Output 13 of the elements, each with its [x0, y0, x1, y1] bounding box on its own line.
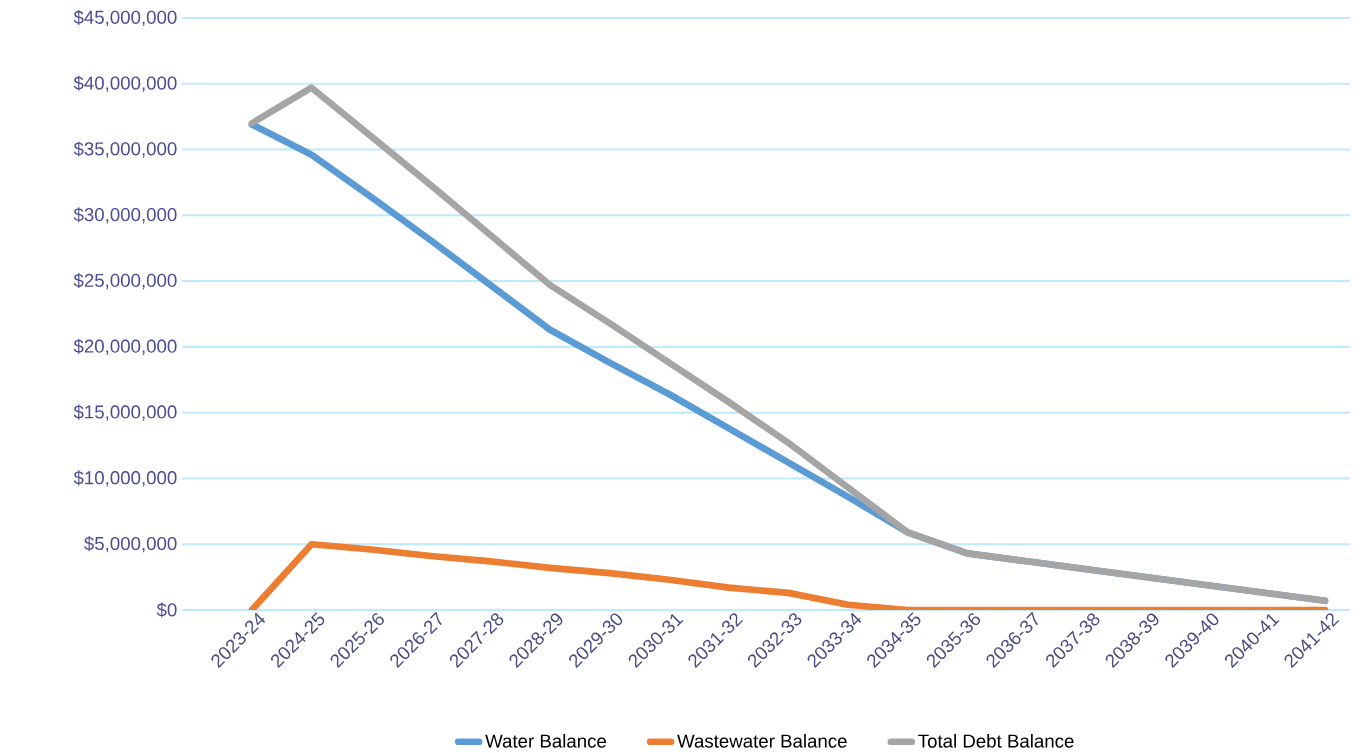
y-tick-label: $25,000,000: [73, 273, 177, 290]
y-tick-label: $5,000,000: [84, 536, 177, 553]
y-tick-label: $15,000,000: [73, 404, 177, 421]
legend-label: Total Debt Balance: [918, 733, 1074, 748]
y-tick-label: $0: [156, 602, 177, 618]
legend-label: Wastewater Balance: [677, 733, 847, 748]
legend-label: Water Balance: [485, 733, 606, 748]
y-tick-label: $10,000,000: [73, 470, 177, 487]
y-tick-label: $20,000,000: [73, 338, 177, 355]
y-tick-label: $35,000,000: [73, 141, 177, 158]
y-tick-label: $40,000,000: [73, 75, 177, 92]
y-tick-label: $45,000,000: [73, 9, 177, 27]
y-tick-label: $30,000,000: [73, 207, 177, 224]
